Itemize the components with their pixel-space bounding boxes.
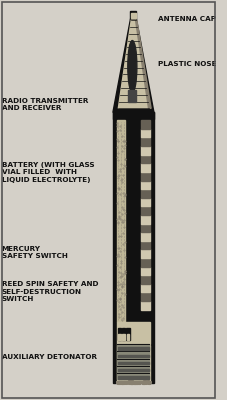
Bar [117, 369, 148, 372]
Bar [117, 373, 149, 379]
Bar [131, 13, 135, 18]
Polygon shape [118, 20, 148, 108]
Bar [141, 232, 149, 241]
Bar [117, 352, 149, 358]
Bar [141, 292, 149, 301]
Text: BATTERY (WITH GLASS
VIAL FILLED  WITH
LIQUID ELECTROLYTE): BATTERY (WITH GLASS VIAL FILLED WITH LIQ… [2, 162, 94, 182]
Bar [117, 376, 148, 378]
Bar [141, 241, 149, 249]
Bar [141, 206, 149, 215]
Text: AUXILIARY DETONATOR: AUXILIARY DETONATOR [2, 354, 96, 360]
Bar [117, 359, 149, 365]
Bar [112, 112, 153, 383]
Bar [130, 11, 136, 20]
Text: RADIO TRANSMITTER
AND RECEIVER: RADIO TRANSMITTER AND RECEIVER [2, 98, 88, 111]
Text: PLASTIC NOSE: PLASTIC NOSE [158, 62, 216, 68]
Bar [141, 198, 149, 206]
Bar [141, 284, 149, 292]
Bar [116, 120, 125, 322]
Text: ANTENNA CAP: ANTENNA CAP [158, 16, 215, 22]
Bar [141, 258, 149, 266]
Bar [141, 266, 149, 275]
Bar [117, 344, 149, 351]
Bar [126, 328, 129, 340]
Bar [141, 301, 149, 310]
Bar [121, 328, 125, 340]
Bar [128, 90, 136, 102]
Bar [126, 334, 129, 340]
Bar [117, 347, 148, 350]
Bar [116, 381, 149, 383]
Bar [141, 172, 149, 180]
Bar [122, 334, 124, 340]
Polygon shape [112, 20, 153, 112]
Bar [141, 146, 149, 155]
Bar [141, 129, 149, 138]
Polygon shape [135, 20, 151, 108]
Bar [116, 322, 149, 344]
Text: REED SPIN SAFETY AND
SELF-DESTRUCTION
SWITCH: REED SPIN SAFETY AND SELF-DESTRUCTION SW… [2, 281, 98, 302]
Bar [141, 120, 149, 129]
Bar [141, 215, 149, 224]
Bar [141, 180, 149, 189]
Bar [141, 155, 149, 163]
Bar [116, 346, 149, 381]
Bar [112, 112, 153, 120]
Bar [117, 354, 148, 357]
Bar [141, 275, 149, 284]
Bar [141, 249, 149, 258]
Bar [117, 362, 148, 364]
Text: MERCURY
SAFETY SWITCH: MERCURY SAFETY SWITCH [2, 246, 67, 259]
Bar [141, 163, 149, 172]
Bar [117, 334, 120, 340]
Bar [141, 138, 149, 146]
Ellipse shape [127, 40, 136, 92]
Bar [117, 328, 120, 340]
Bar [117, 366, 149, 372]
Bar [141, 224, 149, 232]
Bar [141, 189, 149, 198]
